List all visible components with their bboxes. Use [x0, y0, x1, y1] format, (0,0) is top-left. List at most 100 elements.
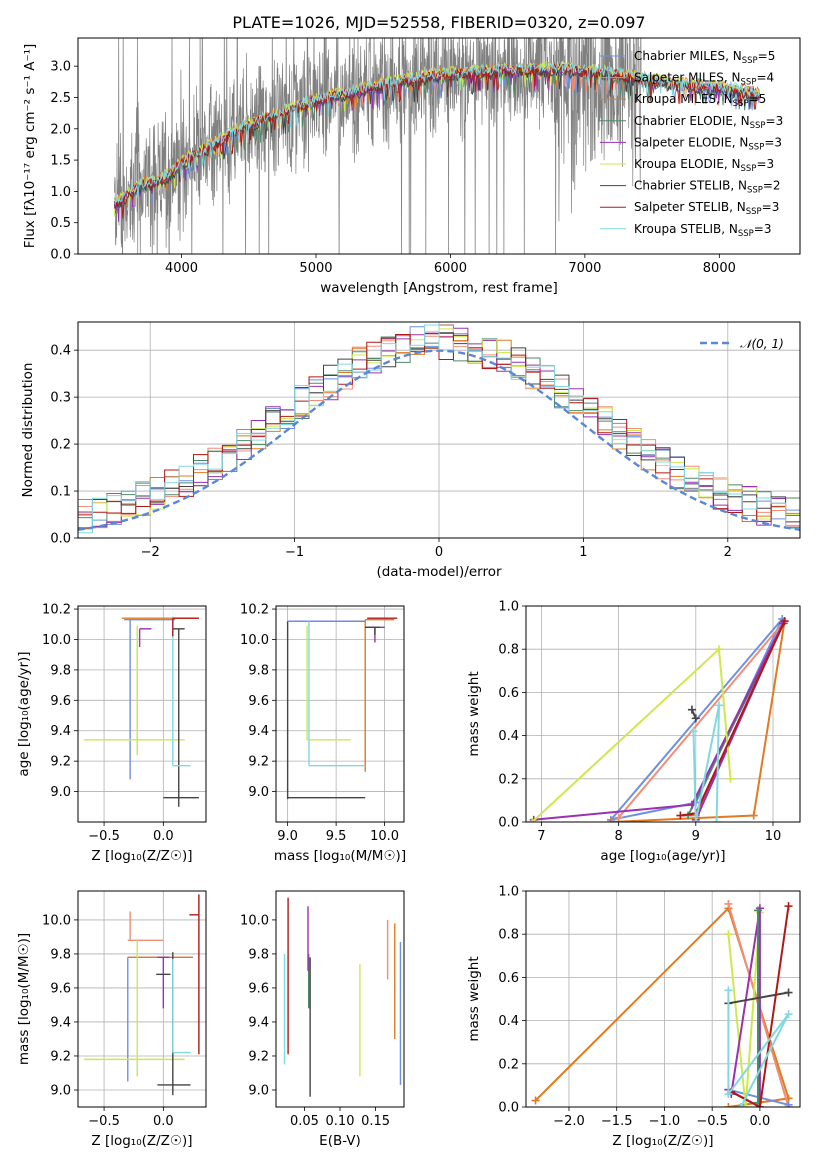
- x-tick-label: −0.5: [88, 1114, 120, 1129]
- y-tick-label: 9.6: [248, 981, 269, 996]
- axes-frame: [77, 321, 801, 539]
- weight-point: [531, 1096, 540, 1105]
- error-bar: [306, 625, 351, 741]
- weight-point: [755, 1103, 764, 1107]
- y-tick-label: 9.0: [248, 1083, 269, 1098]
- y-tick-label: 0.5: [50, 216, 71, 231]
- y-axis-label: age [log₁₀(age/yr)]: [16, 651, 32, 776]
- x-tick-label: 0.05: [290, 1114, 319, 1129]
- chart-title: PLATE=1026, MJD=52558, FIBERID=0320, z=0…: [232, 13, 645, 32]
- weight-point: [724, 1090, 733, 1099]
- x-tick-label: 0.0: [153, 829, 174, 844]
- weight-point: [724, 986, 733, 995]
- x-tick-label: −2.0: [553, 1114, 585, 1129]
- legend-entry: Chabrier MILES, NSSP=5: [634, 49, 775, 66]
- x-axis-label: (data-model)/error: [376, 564, 502, 580]
- y-tick-label: 0.2: [50, 438, 71, 453]
- legend-entry: 𝒩(0, 1): [740, 337, 784, 351]
- x-tick-label: 0.10: [326, 1114, 355, 1129]
- legend: 𝒩(0, 1): [700, 337, 784, 351]
- y-tick-label: 9.0: [50, 1083, 71, 1098]
- panel-6: −0.5 0.0 9.0 9.2 9.4 9.6 9.8 10.0 Z [log₁₀(Z/Z☉)…: [16, 890, 207, 1149]
- weight-line: [692, 705, 720, 822]
- weight-point: [736, 1103, 745, 1107]
- x-tick-label: 4000: [165, 261, 198, 276]
- y-tick-label: 2.0: [50, 122, 71, 137]
- y-tick-label: 10.0: [42, 913, 71, 928]
- error-bar: [172, 617, 199, 637]
- weight-line: [728, 991, 789, 1005]
- axes-frame: [77, 37, 801, 255]
- weight-point: [741, 1103, 750, 1107]
- weight-point: [749, 811, 758, 820]
- weight-line: [730, 905, 790, 1107]
- error-bar: [138, 628, 152, 648]
- error-bar: [364, 618, 395, 772]
- x-tick-label: 0: [435, 545, 443, 560]
- y-tick-label: 0.0: [50, 248, 71, 263]
- weight-point: [784, 902, 793, 911]
- y-axis-label: Flux [fλ10⁻¹⁷ erg cm⁻² s⁻¹ A⁻¹]: [22, 44, 38, 249]
- y-tick-label: 1.0: [498, 600, 519, 615]
- weight-point: [784, 1010, 793, 1019]
- plot-area: [283, 897, 402, 1097]
- x-tick-label: 9.5: [326, 829, 347, 844]
- y-tick-label: 10.2: [42, 603, 71, 618]
- x-axis-label: wavelength [Angstrom, rest frame]: [320, 280, 558, 296]
- axes-frame: [275, 605, 405, 823]
- y-tick-label: 9.2: [248, 755, 269, 770]
- x-axis-label: E(B-V): [319, 1133, 361, 1149]
- weight-point: [724, 1103, 733, 1107]
- panel-5: 7 8 9 10 0.0 0.2 0.4 0.6 0.8 1.0 age [log₁₀(age/yr…: [466, 600, 801, 864]
- x-tick-label: 1: [579, 545, 587, 560]
- y-tick-label: 9.8: [50, 947, 71, 962]
- error-bar: [286, 620, 366, 800]
- legend-entry: Chabrier STELIB, NSSP=2: [634, 179, 781, 196]
- y-tick-label: 0.6: [498, 971, 519, 986]
- legend-entry: Salpeter ELODIE, NSSP=3: [634, 135, 782, 152]
- weight-point: [689, 727, 698, 736]
- y-tick-label: 0.8: [498, 928, 519, 943]
- y-tick-label: 9.8: [50, 663, 71, 678]
- y-tick-label: 2.5: [50, 91, 71, 106]
- legend-entry: Chabrier ELODIE, NSSP=3: [634, 114, 783, 131]
- legend-entry: Salpeter MILES, NSSP=4: [634, 71, 774, 88]
- y-tick-label: 9.8: [248, 663, 269, 678]
- error-bar: [172, 616, 191, 767]
- y-tick-label: 0.6: [498, 686, 519, 701]
- x-tick-label: −0.5: [696, 1114, 728, 1129]
- y-tick-label: 0.0: [50, 532, 71, 547]
- y-tick-label: 9.4: [50, 724, 71, 739]
- weight-point: [691, 714, 700, 723]
- x-axis-label: age [log₁₀(age/yr)]: [600, 848, 725, 864]
- y-tick-label: 9.2: [248, 1049, 269, 1064]
- x-tick-label: 7000: [568, 261, 601, 276]
- y-tick-label: 9.6: [248, 694, 269, 709]
- y-tick-label: 1.5: [50, 154, 71, 169]
- y-tick-label: 10.2: [240, 603, 269, 618]
- y-tick-label: 1.0: [498, 885, 519, 900]
- weight-point: [691, 818, 700, 822]
- axes-frame: [525, 890, 801, 1108]
- weight-point: [712, 818, 721, 822]
- x-axis-label: Z [log₁₀(Z/Z☉)]: [91, 848, 192, 864]
- gaussian-curve: [78, 349, 800, 531]
- weight-point: [714, 645, 723, 654]
- weight-point: [726, 774, 735, 783]
- weight-series: [528, 645, 735, 822]
- weight-point: [724, 899, 733, 908]
- weight-point: [687, 705, 696, 714]
- axes-frame: [77, 605, 207, 823]
- error-bar: [124, 618, 176, 780]
- x-tick-label: 9: [692, 829, 700, 844]
- x-axis-label: mass [log₁₀(M/M☉)]: [274, 848, 406, 864]
- error-bar: [365, 626, 380, 635]
- weight-line: [533, 622, 784, 821]
- y-tick-label: 0.0: [498, 816, 519, 831]
- y-tick-label: 0.0: [498, 1101, 519, 1116]
- weight-point: [784, 1100, 793, 1107]
- x-tick-label: −1: [285, 545, 304, 560]
- x-tick-label: −1.5: [601, 1114, 633, 1129]
- x-tick-label: 8000: [703, 261, 736, 276]
